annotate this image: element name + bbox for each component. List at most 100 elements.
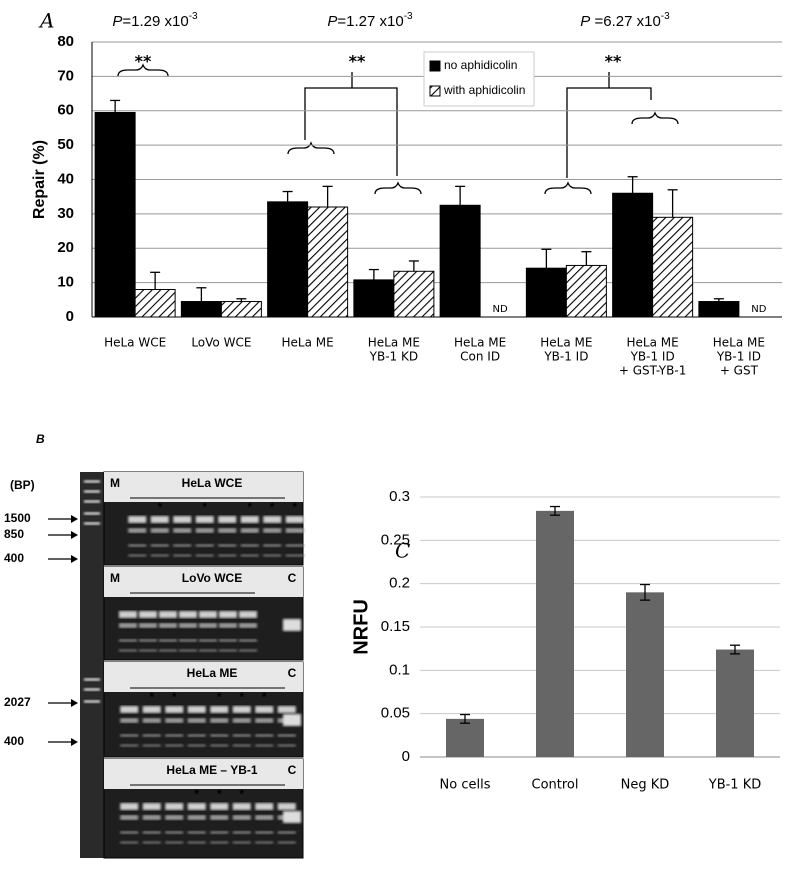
gel-band [165, 718, 184, 723]
gel-band [195, 554, 214, 557]
x-tick-label: HeLa ME [282, 336, 334, 350]
gel-band [150, 516, 169, 523]
gel-band [119, 611, 137, 618]
y-tick-label: 0.2 [389, 575, 410, 592]
gel-band [255, 815, 274, 820]
lane-mark: * [292, 500, 297, 514]
bar [220, 301, 262, 318]
gel-band [120, 831, 139, 834]
error-bar [282, 190, 293, 202]
ladder-band [84, 522, 100, 525]
gel-title: HeLa ME [187, 666, 238, 680]
gel-band [210, 706, 229, 713]
gel-band [128, 528, 147, 533]
gel-band [142, 744, 161, 747]
y-tick-label: 50 [57, 136, 74, 153]
gel-band [187, 734, 206, 737]
size-unit: (BP) [10, 478, 35, 492]
size-label: 400 [4, 551, 24, 565]
error-bar [150, 271, 161, 290]
error-bar [581, 251, 592, 266]
gel-band [240, 516, 259, 523]
gel-band [210, 734, 229, 737]
gel-band [277, 803, 296, 810]
y-tick-label: 20 [57, 239, 74, 256]
x-tick-label: YB-1 ID [543, 350, 588, 364]
gel-band [179, 649, 197, 652]
ladder-band [84, 688, 100, 691]
gel-band [120, 841, 139, 844]
error-bar [541, 248, 552, 269]
gel-band [232, 803, 251, 810]
ladder-strip [80, 472, 104, 858]
gel-band [285, 544, 304, 547]
gel-band [199, 649, 217, 652]
gel-band [277, 744, 296, 747]
gel-band [232, 706, 251, 713]
x-tick-label: HeLa ME [627, 336, 679, 350]
gel-band [179, 611, 197, 618]
lane-mark: * [149, 690, 154, 704]
bar [180, 301, 222, 318]
gel-band [218, 516, 237, 523]
x-tick-label: HeLa ME [368, 336, 420, 350]
gel-title: HeLa WCE [182, 476, 243, 490]
ladder-band [84, 678, 100, 681]
y-tick-label: 30 [57, 205, 74, 222]
gel-band [120, 815, 139, 820]
gel-band [277, 831, 296, 834]
lane-mark: * [262, 690, 267, 704]
bar [267, 201, 309, 318]
gel-band [240, 554, 259, 557]
significance: ** [135, 52, 152, 71]
gel-band [142, 803, 161, 810]
error-bar [455, 185, 466, 206]
gel-band [165, 815, 184, 820]
ladder-band [84, 480, 100, 483]
bar [716, 649, 754, 757]
gel-band [128, 544, 147, 547]
gel-band [120, 803, 139, 810]
gel-band [210, 831, 229, 834]
control-label: C [288, 763, 297, 777]
lane-mark: * [157, 500, 162, 514]
bar [307, 206, 349, 318]
bar [565, 264, 607, 318]
legend-label: no aphidicolin [444, 58, 517, 72]
gel-band [283, 714, 301, 726]
gel-band [120, 718, 139, 723]
gel-band [195, 528, 214, 533]
error-bar [368, 268, 379, 280]
gel-band [232, 744, 251, 747]
y-tick-label: 0.05 [381, 705, 410, 722]
x-tick-label: HeLa ME [713, 336, 765, 350]
gel-band [210, 841, 229, 844]
gel-band [159, 639, 177, 642]
p-text: =6.27 x10 [590, 13, 660, 30]
gel-band [218, 544, 237, 547]
gel-band [142, 815, 161, 820]
value-label: ND [751, 304, 766, 315]
size-label: 400 [4, 734, 24, 748]
p-symbol: P [580, 13, 590, 30]
size-arrowhead [71, 738, 78, 746]
p-symbol: P [327, 13, 337, 30]
gel-band [150, 528, 169, 533]
gel-band [218, 528, 237, 533]
gel-band [277, 734, 296, 737]
gel-band [240, 544, 259, 547]
p-value: P =6.27 x10-3 [580, 11, 670, 30]
size-arrowhead [71, 699, 78, 707]
gel-band [119, 649, 137, 652]
gel-band [239, 623, 257, 628]
p-exponent: -3 [661, 11, 670, 22]
gel-band [240, 528, 259, 533]
gel-band [232, 815, 251, 820]
gel-band [165, 706, 184, 713]
y-tick-label: 10 [57, 274, 74, 291]
y-tick-label: 0.15 [381, 618, 410, 635]
bar [612, 192, 654, 318]
error-bar [550, 505, 560, 516]
gel-band [128, 516, 147, 523]
p-text: =1.29 x10 [122, 13, 188, 30]
